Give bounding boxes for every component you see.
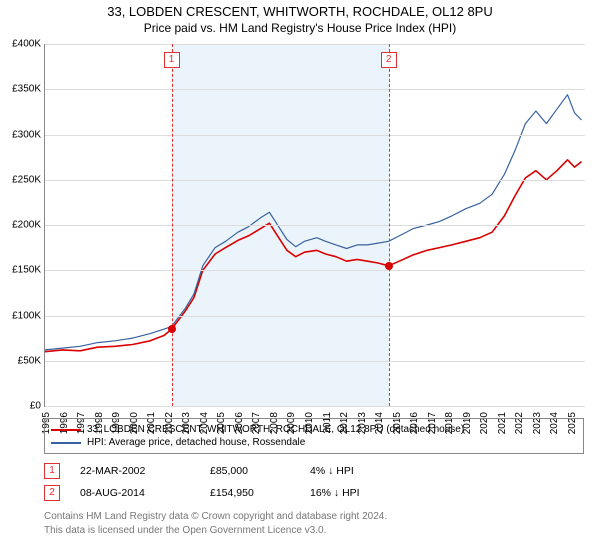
- event-delta: 4% ↓ HPI: [310, 465, 400, 477]
- event-dot: [385, 262, 393, 270]
- legend-row: HPI: Average price, detached house, Ross…: [51, 436, 577, 449]
- series-line: [45, 160, 582, 352]
- legend-label: HPI: Average price, detached house, Ross…: [87, 437, 305, 448]
- event-row: 2 08-AUG-2014 £154,950 16% ↓ HPI: [44, 482, 584, 504]
- gridline: [45, 89, 585, 90]
- footnote-line: This data is licensed under the Open Gov…: [44, 524, 584, 538]
- y-axis-label: £200K: [12, 220, 41, 231]
- y-axis-label: £0: [30, 401, 41, 412]
- event-date: 22-MAR-2002: [80, 465, 190, 477]
- gridline: [45, 225, 585, 226]
- event-legend: 1 22-MAR-2002 £85,000 4% ↓ HPI 2 08-AUG-…: [44, 460, 584, 504]
- event-date: 08-AUG-2014: [80, 487, 190, 499]
- event-marker-icon: 1: [44, 463, 60, 479]
- gridline: [45, 44, 585, 45]
- y-axis-label: £350K: [12, 84, 41, 95]
- event-line: [172, 44, 173, 406]
- event-price: £154,950: [210, 487, 290, 499]
- gridline: [45, 180, 585, 181]
- y-axis-label: £150K: [12, 265, 41, 276]
- event-price: £85,000: [210, 465, 290, 477]
- legend-swatch: [51, 442, 81, 444]
- y-axis-label: £300K: [12, 129, 41, 140]
- legend-row: 33, LOBDEN CRESCENT, WHITWORTH, ROCHDALE…: [51, 423, 577, 436]
- legend-swatch: [51, 429, 81, 431]
- y-axis-label: £400K: [12, 39, 41, 50]
- y-axis-label: £100K: [12, 310, 41, 321]
- event-dot: [168, 325, 176, 333]
- chart-plot-area: £0£50K£100K£150K£200K£250K£300K£350K£400…: [44, 44, 585, 407]
- chart-title: 33, LOBDEN CRESCENT, WHITWORTH, ROCHDALE…: [0, 4, 600, 19]
- event-row: 1 22-MAR-2002 £85,000 4% ↓ HPI: [44, 460, 584, 482]
- series-legend: 33, LOBDEN CRESCENT, WHITWORTH, ROCHDALE…: [44, 418, 584, 454]
- gridline: [45, 270, 585, 271]
- chart-subtitle: Price paid vs. HM Land Registry's House …: [0, 21, 600, 35]
- legend: 33, LOBDEN CRESCENT, WHITWORTH, ROCHDALE…: [44, 418, 584, 537]
- y-axis-label: £50K: [18, 355, 41, 366]
- footnote-line: Contains HM Land Registry data © Crown c…: [44, 510, 584, 524]
- y-axis-label: £250K: [12, 174, 41, 185]
- gridline: [45, 406, 585, 407]
- legend-label: 33, LOBDEN CRESCENT, WHITWORTH, ROCHDALE…: [87, 424, 464, 435]
- gridline: [45, 316, 585, 317]
- event-marker-icon: 2: [44, 485, 60, 501]
- footnote: Contains HM Land Registry data © Crown c…: [44, 510, 584, 537]
- event-line: [389, 44, 390, 406]
- event-marker-icon: 1: [164, 52, 180, 68]
- event-marker-icon: 2: [381, 52, 397, 68]
- event-delta: 16% ↓ HPI: [310, 487, 400, 499]
- chart-title-block: 33, LOBDEN CRESCENT, WHITWORTH, ROCHDALE…: [0, 0, 600, 35]
- gridline: [45, 135, 585, 136]
- series-line: [45, 95, 582, 350]
- gridline: [45, 361, 585, 362]
